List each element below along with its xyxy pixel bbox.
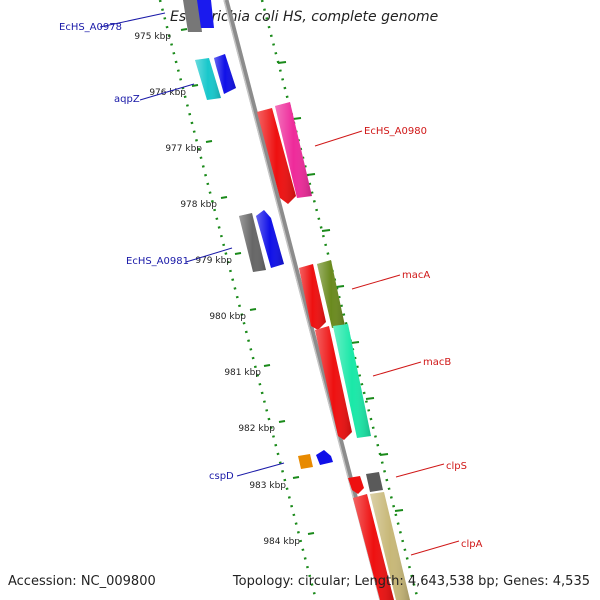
tick-label-984: 984 kbp [263, 537, 300, 547]
label-EcHS_A0980[interactable]: EcHS_A0980 [364, 126, 427, 137]
reverse-features [257, 102, 410, 600]
tick-label-975: 975 kbp [134, 32, 171, 42]
label-clpS[interactable]: clpS [446, 461, 467, 472]
feature-EcHS_A0978[interactable] [183, 0, 214, 32]
coordinate-labels: 975 kbp 976 kbp 977 kbp 978 kbp 979 kbp … [134, 32, 300, 547]
feature-cspD[interactable] [298, 450, 333, 469]
tick-label-978: 978 kbp [180, 200, 217, 210]
genome-summary-text: Topology: circular; Length: 4,643,538 bp… [232, 574, 590, 589]
accession-text: Accession: NC_009800 [8, 574, 156, 589]
tick-label-976: 976 kbp [149, 88, 186, 98]
label-EcHS_A0978[interactable]: EcHS_A0978 [59, 22, 122, 33]
feature-EcHS_A0980[interactable] [257, 102, 312, 204]
feature-clpA[interactable] [353, 492, 410, 600]
reverse-labels: EcHS_A0980 macA macB clpS clpA [314, 126, 483, 556]
tick-label-980: 980 kbp [209, 312, 246, 322]
label-cspD[interactable]: cspD [209, 471, 234, 482]
label-EcHS_A0981[interactable]: EcHS_A0981 [126, 256, 189, 267]
tick-label-977: 977 kbp [165, 144, 202, 154]
label-macB[interactable]: macB [423, 357, 451, 368]
feature-aqpZ[interactable] [195, 54, 236, 100]
track-ticks [180, 28, 404, 535]
label-clpA[interactable]: clpA [461, 539, 483, 550]
feature-macA[interactable] [299, 260, 345, 330]
tick-label-979: 979 kbp [195, 256, 232, 266]
feature-clpS[interactable] [348, 472, 383, 494]
reverse-outer-track [260, 0, 420, 600]
feature-EcHS_A0981[interactable] [239, 210, 284, 272]
tick-label-982: 982 kbp [238, 424, 275, 434]
forward-labels: EcHS_A0978 aqpZ EcHS_A0981 cspD [59, 12, 285, 482]
tick-label-983: 983 kbp [249, 481, 286, 491]
map-title: Escherichia coli HS, complete genome [170, 9, 439, 25]
label-macA[interactable]: macA [402, 270, 430, 281]
label-aqpZ[interactable]: aqpZ [114, 94, 140, 105]
feature-macB[interactable] [315, 324, 371, 440]
forward-features [183, 0, 333, 469]
tick-label-981: 981 kbp [224, 368, 261, 378]
